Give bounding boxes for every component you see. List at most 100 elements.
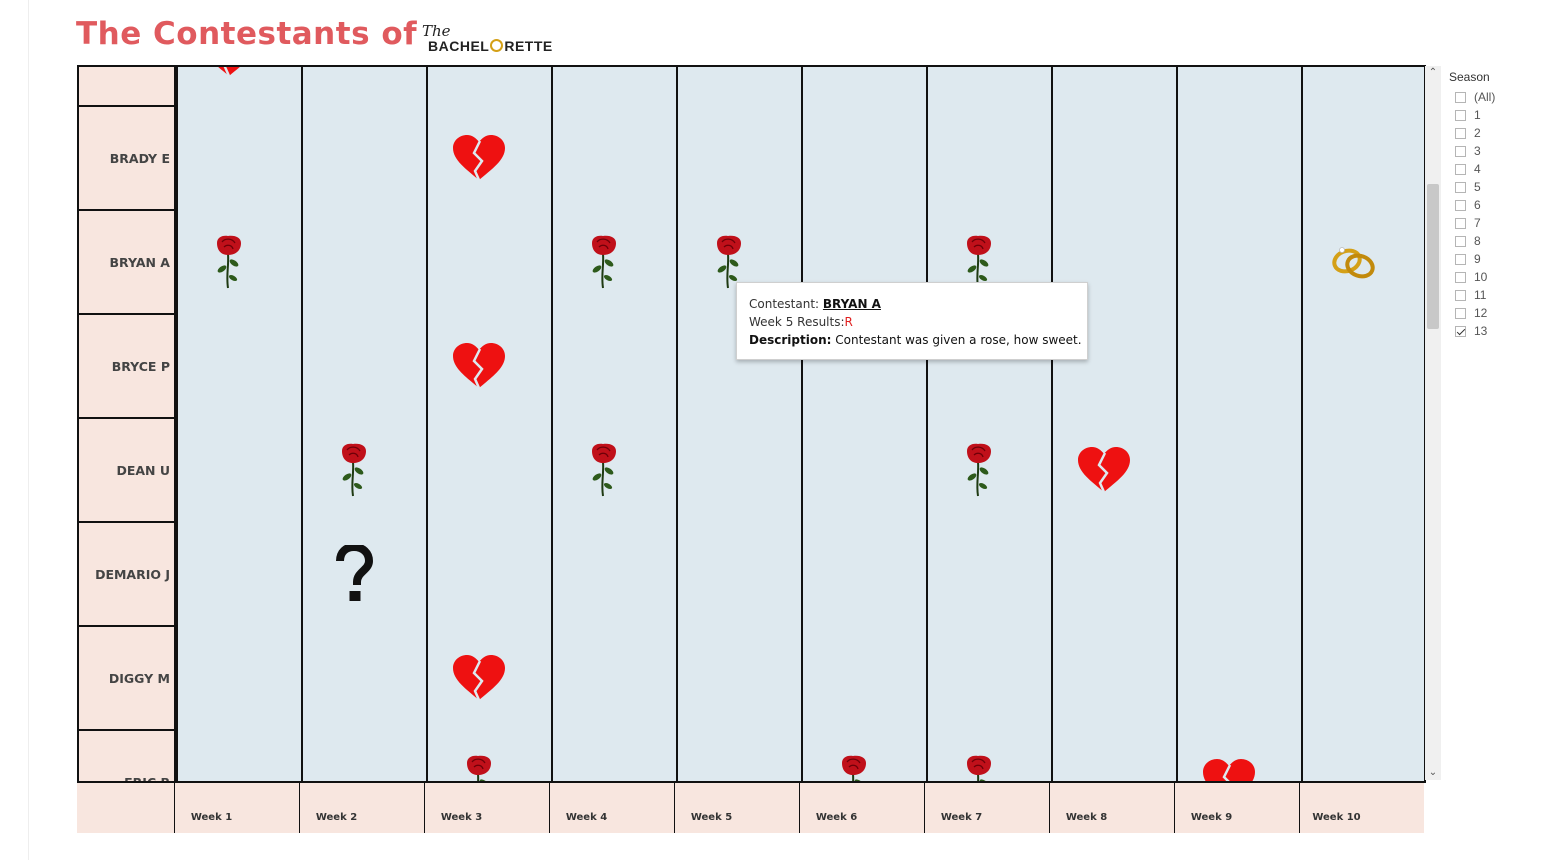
week-column xyxy=(426,67,553,781)
season-option[interactable]: 11 xyxy=(1449,286,1549,304)
heart-icon[interactable] xyxy=(1077,447,1131,493)
season-checkbox[interactable] xyxy=(1455,235,1466,247)
row-divider xyxy=(79,105,176,107)
season-checkbox[interactable] xyxy=(1455,253,1466,265)
week-column xyxy=(301,67,428,781)
season-checkbox[interactable] xyxy=(1455,127,1466,139)
season-option[interactable]: 1 xyxy=(1449,106,1549,124)
week-axis-cell xyxy=(299,783,425,833)
season-checkbox[interactable] xyxy=(1455,91,1466,103)
season-checkbox[interactable] xyxy=(1455,199,1466,211)
season-option[interactable]: 7 xyxy=(1449,214,1549,232)
row-divider xyxy=(79,625,176,627)
contestant-name[interactable]: DEMARIO J xyxy=(95,566,170,582)
rose-icon[interactable] xyxy=(588,443,620,497)
season-option[interactable]: 13 xyxy=(1449,322,1549,340)
season-checkbox[interactable] xyxy=(1455,109,1466,121)
page-title: The Contestants of xyxy=(76,16,418,52)
rose-icon[interactable] xyxy=(838,755,870,781)
rose-icon[interactable] xyxy=(463,755,495,781)
season-option[interactable]: 9 xyxy=(1449,250,1549,268)
row-divider xyxy=(79,417,176,419)
week-column xyxy=(1176,67,1303,781)
season-option[interactable]: 12 xyxy=(1449,304,1549,322)
rose-icon[interactable] xyxy=(713,235,745,289)
season-option-label: 12 xyxy=(1474,306,1488,320)
contestant-name[interactable]: BRYCE P xyxy=(111,358,170,374)
season-option[interactable]: 6 xyxy=(1449,196,1549,214)
question-icon[interactable] xyxy=(332,545,376,603)
contestant-name[interactable]: ERIC B xyxy=(124,774,170,783)
week-label: Week 5 xyxy=(690,812,733,823)
season-checkbox[interactable] xyxy=(1455,325,1466,337)
rings-icon[interactable] xyxy=(1330,244,1378,280)
season-option-label: 6 xyxy=(1474,198,1481,212)
grid-scrollbar[interactable]: ⌃ ⌄ xyxy=(1425,66,1441,780)
scroll-up-icon[interactable]: ⌃ xyxy=(1428,67,1438,78)
season-checkbox[interactable] xyxy=(1455,181,1466,193)
row-divider xyxy=(79,521,176,523)
week-column xyxy=(676,67,803,781)
week-label: Week 2 xyxy=(315,812,358,823)
week-column xyxy=(1301,67,1424,781)
contestant-name[interactable]: DIGGY M xyxy=(108,670,170,686)
heart-icon[interactable] xyxy=(452,655,506,701)
season-option[interactable]: 3 xyxy=(1449,142,1549,160)
week-axis-cell xyxy=(799,783,925,833)
week-column xyxy=(926,67,1053,781)
season-checkbox[interactable] xyxy=(1455,307,1466,319)
week-axis-cell xyxy=(424,783,550,833)
season-option[interactable]: 5 xyxy=(1449,178,1549,196)
rose-icon[interactable] xyxy=(963,443,995,497)
contestant-name[interactable]: DEAN U xyxy=(116,462,170,478)
logo-word: BACHEL RETTE xyxy=(428,38,553,54)
week-axis-cell xyxy=(174,783,300,833)
season-option-label: 7 xyxy=(1474,216,1481,230)
season-option-label: 10 xyxy=(1474,270,1488,284)
week-label: Week 6 xyxy=(815,812,858,823)
season-checkbox[interactable] xyxy=(1455,163,1466,175)
week-column xyxy=(176,67,303,781)
tooltip-results-line: Week 5 Results:R xyxy=(749,315,853,329)
week-column xyxy=(801,67,928,781)
heart-icon[interactable] xyxy=(452,135,506,181)
bachelorette-logo: The BACHEL RETTE xyxy=(420,22,560,56)
season-option[interactable]: 10 xyxy=(1449,268,1549,286)
season-option[interactable]: 2 xyxy=(1449,124,1549,142)
results-grid[interactable]: BRADY E BRYAN A BRYCE P DEAN U DEMARIO J DIGG… xyxy=(77,65,1426,783)
tooltip-contestant-line: Contestant: BRYAN A xyxy=(749,297,881,311)
season-option-label: 2 xyxy=(1474,126,1481,140)
rose-icon[interactable] xyxy=(588,235,620,289)
heart-icon[interactable] xyxy=(202,67,256,77)
season-checkbox[interactable] xyxy=(1455,289,1466,301)
contestant-name[interactable]: BRYAN A xyxy=(109,254,171,270)
season-checkbox[interactable] xyxy=(1455,271,1466,283)
scroll-thumb[interactable] xyxy=(1427,184,1439,329)
week-label: Week 10 xyxy=(1312,812,1361,823)
week-axis: Week 1 Week 2 Week 3 Week 4 Week 5 Week 6 Week… xyxy=(77,783,1424,833)
week-axis-cell xyxy=(924,783,1050,833)
week-axis-cell xyxy=(549,783,675,833)
scroll-down-icon[interactable]: ⌄ xyxy=(1428,767,1438,778)
rose-icon[interactable] xyxy=(338,443,370,497)
contestant-name[interactable]: BRADY E xyxy=(109,150,170,166)
heart-icon[interactable] xyxy=(1202,759,1256,781)
week-axis-cell xyxy=(1174,783,1300,833)
season-option-label: 4 xyxy=(1474,162,1481,176)
rose-icon[interactable] xyxy=(963,755,995,781)
season-option[interactable]: 4 xyxy=(1449,160,1549,178)
season-checkbox[interactable] xyxy=(1455,217,1466,229)
tooltip-contestant[interactable]: BRYAN A xyxy=(822,297,881,311)
season-option[interactable]: (All) xyxy=(1449,88,1549,106)
week-column xyxy=(1051,67,1178,781)
row-divider xyxy=(79,209,176,211)
logo-the: The xyxy=(422,22,451,40)
season-option-label: 3 xyxy=(1474,144,1481,158)
rose-icon[interactable] xyxy=(213,235,245,289)
season-option[interactable]: 8 xyxy=(1449,232,1549,250)
rose-icon[interactable] xyxy=(963,235,995,289)
result-tooltip: Contestant: BRYAN A Week 5 Results:R Des… xyxy=(736,282,1088,360)
season-checkbox[interactable] xyxy=(1455,145,1466,157)
week-column xyxy=(551,67,678,781)
heart-icon[interactable] xyxy=(452,343,506,389)
